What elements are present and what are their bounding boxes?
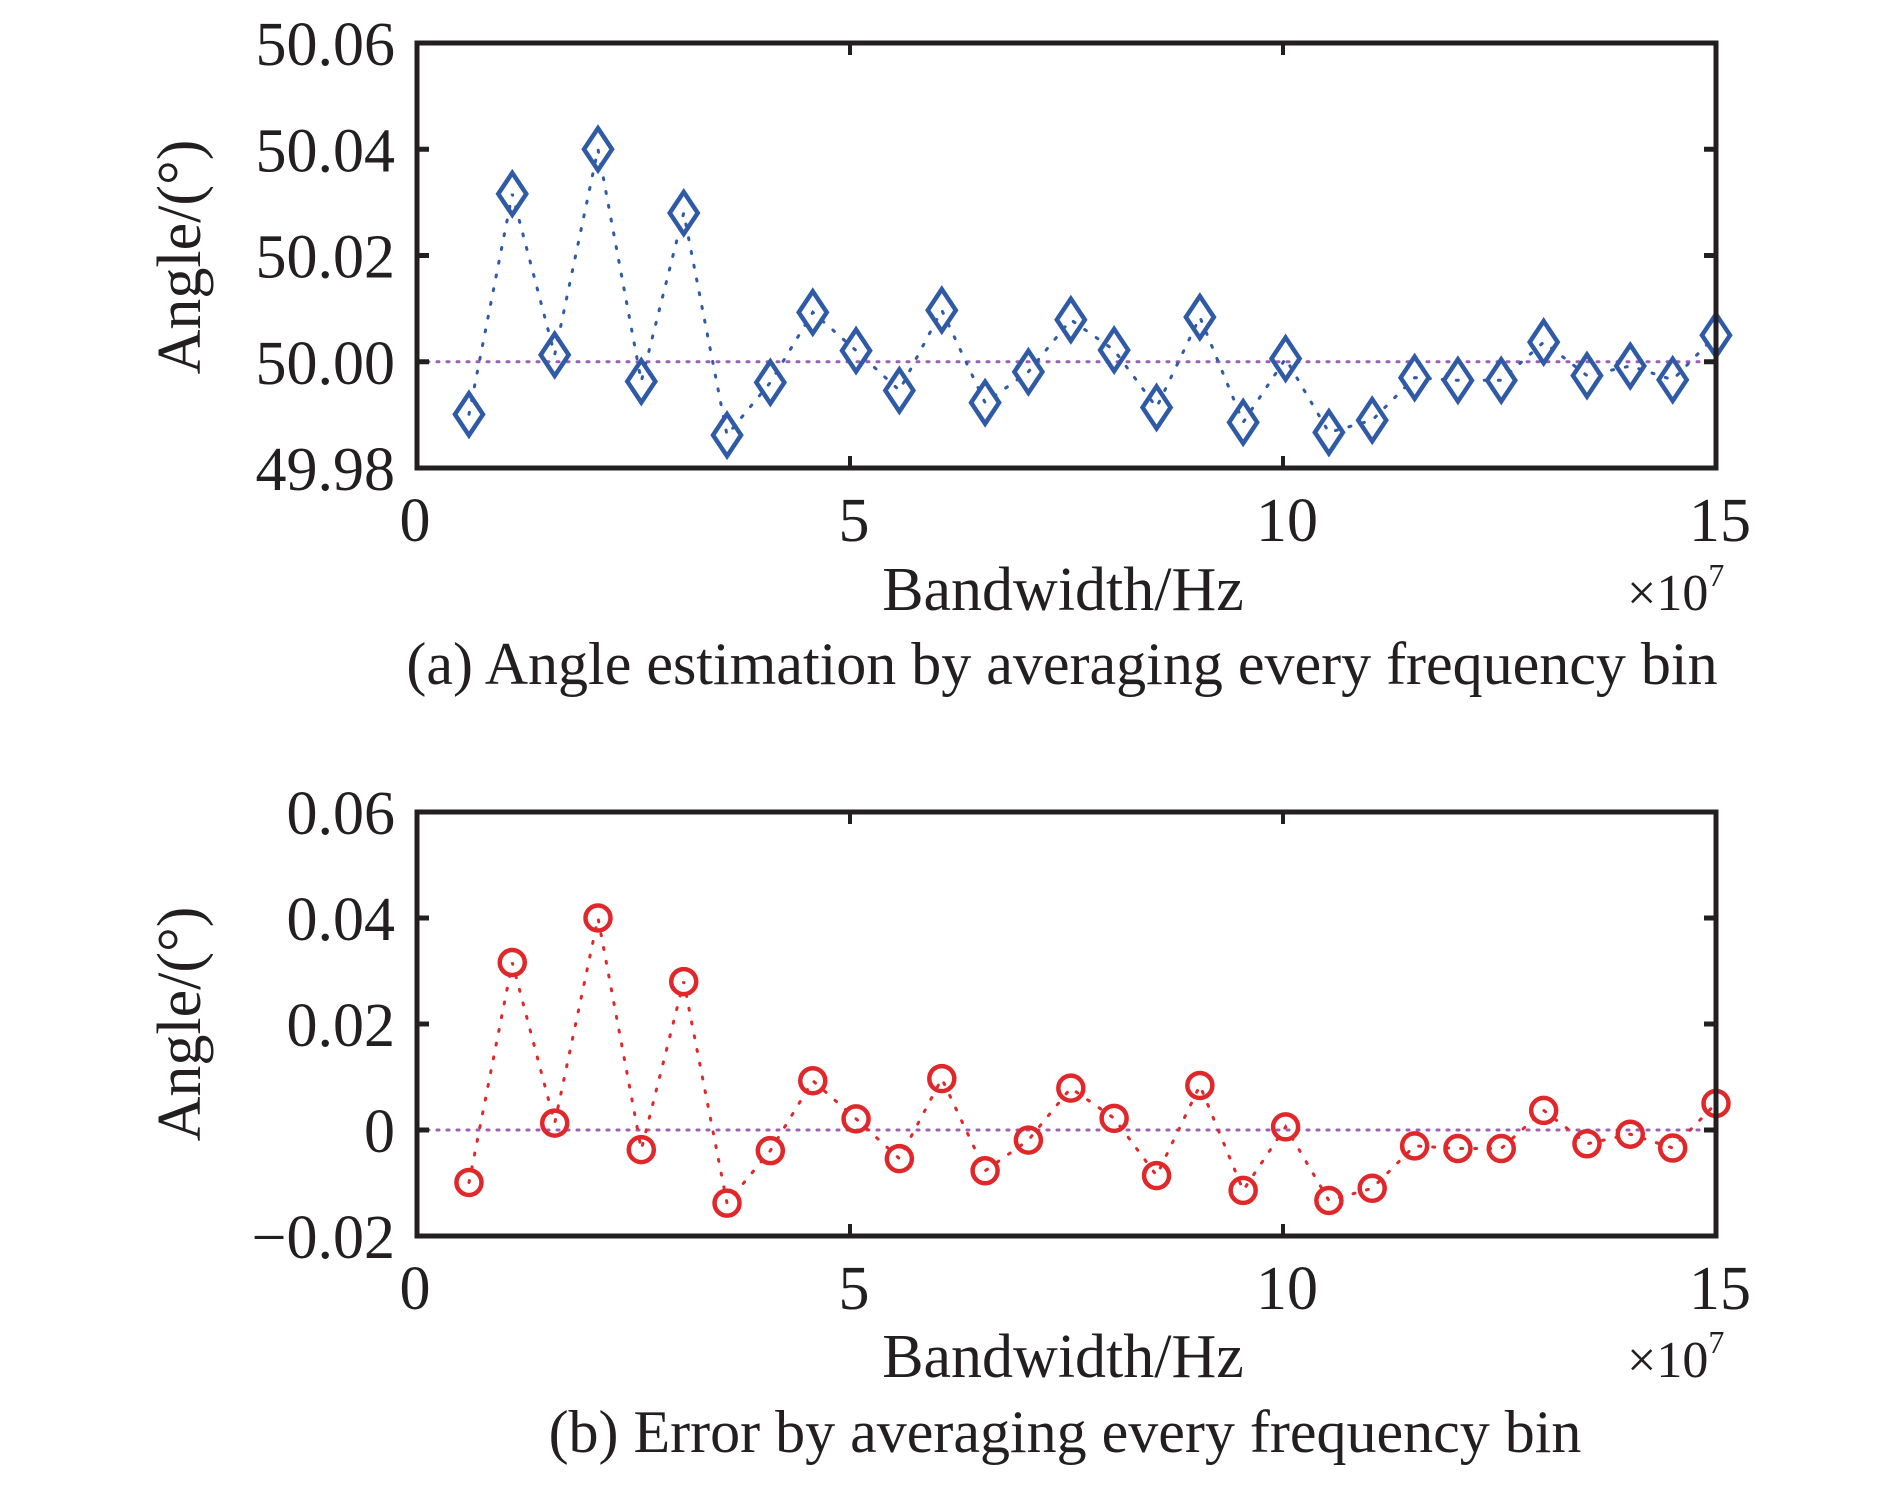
y-axis-label: Angle/(°)	[146, 907, 214, 1142]
data-point-circle	[497, 947, 528, 978]
data-point-diamond	[581, 124, 615, 175]
data-point-circle	[1141, 1160, 1172, 1191]
data-point-diamond	[1655, 354, 1690, 405]
data-point-diamond	[452, 389, 486, 440]
chart-caption: (a) Angle estimation by averaging every …	[406, 631, 1717, 697]
data-point-diamond	[495, 168, 529, 219]
y-tick-label: 0.02	[287, 992, 396, 1060]
y-axis-label: Angle/(°)	[146, 140, 214, 375]
data-point-diamond	[1613, 340, 1647, 392]
x-axis-multiplier-base: ×10	[1627, 565, 1708, 622]
data-point-circle	[1486, 1133, 1516, 1164]
data-point-circle	[668, 966, 699, 997]
data-point-circle	[1528, 1095, 1559, 1126]
plot-frame	[414, 809, 1719, 1239]
data-point-circle	[884, 1143, 915, 1174]
x-tick-label: 15	[1689, 1255, 1751, 1323]
y-tick-label: 50.02	[256, 224, 396, 292]
data-point-diamond	[839, 325, 873, 376]
data-point-diamond	[667, 187, 701, 239]
x-tick-label: 10	[1256, 487, 1318, 555]
x-axis-multiplier: ×107	[1627, 557, 1724, 622]
data-point-circle	[1615, 1119, 1646, 1149]
data-point-circle	[841, 1104, 871, 1134]
x-tick-label: 10	[1256, 1255, 1318, 1323]
data-point-diamond	[968, 377, 1002, 428]
data-point-diamond	[710, 410, 744, 461]
data-point-circle	[1185, 1070, 1215, 1101]
data-point-diamond	[1054, 294, 1088, 345]
series-line	[467, 148, 1718, 439]
data-point-diamond	[1570, 350, 1604, 401]
data-point-diamond	[1097, 325, 1131, 376]
x-tick-label: 0	[400, 1255, 431, 1323]
y-tick-label: 50.06	[256, 11, 396, 79]
data-point-circle	[970, 1156, 1000, 1186]
data-point-circle	[1013, 1125, 1044, 1155]
data-point-circle	[1270, 1112, 1301, 1142]
y-tick-label: 0	[364, 1098, 395, 1166]
data-point-circle	[454, 1167, 484, 1198]
data-point-circle	[1572, 1129, 1602, 1159]
x-axis-label: Bandwidth/Hz	[882, 1323, 1244, 1391]
data-point-diamond	[1397, 352, 1432, 403]
y-tick-label: 49.98	[256, 436, 396, 504]
y-tick-label: −0.02	[252, 1204, 395, 1272]
data-point-circle	[755, 1135, 786, 1166]
data-point-diamond	[1484, 355, 1518, 406]
data-point-circle	[583, 903, 613, 933]
chart-caption: (b) Error by averaging every frequency b…	[549, 1399, 1582, 1465]
data-point-diamond	[1226, 397, 1260, 448]
data-point-circle	[1228, 1175, 1258, 1206]
x-tick-label: 5	[839, 487, 870, 555]
plot-frame	[414, 40, 1719, 471]
data-point-diamond	[1183, 292, 1217, 343]
x-axis-multiplier-exponent: 7	[1708, 1324, 1724, 1360]
data-point-circle	[626, 1134, 657, 1165]
data-point-diamond	[1139, 382, 1174, 433]
data-point-diamond	[1312, 407, 1346, 458]
data-point-circle	[1056, 1073, 1086, 1103]
data-point-circle	[539, 1108, 570, 1138]
chart-panel-a: Angle/(°) Bandwidth/Hz ×107 (a) Angle es…	[146, 11, 1751, 697]
data-point-circle	[798, 1065, 828, 1096]
data-point-circle	[1399, 1131, 1430, 1161]
data-point-diamond	[925, 285, 959, 336]
data-point-circle	[1314, 1185, 1344, 1216]
y-tick-label: 0.06	[287, 780, 396, 848]
x-tick-label: 15	[1689, 487, 1751, 555]
data-point-diamond	[1355, 395, 1389, 446]
data-point-diamond	[882, 365, 917, 416]
data-point-circle	[927, 1063, 957, 1094]
x-axis-multiplier: ×107	[1627, 1324, 1724, 1389]
x-tick-label: 0	[400, 487, 431, 555]
data-point-circle	[712, 1188, 742, 1218]
data-point-diamond	[1526, 317, 1561, 368]
data-point-circle	[1357, 1173, 1387, 1204]
data-point-circle	[1657, 1133, 1688, 1163]
y-tick-label: 0.04	[287, 886, 396, 954]
x-axis-multiplier-exponent: 7	[1708, 557, 1724, 593]
series-line	[467, 917, 1718, 1207]
x-tick-label: 5	[839, 1255, 870, 1323]
data-point-diamond	[1011, 346, 1046, 397]
data-point-diamond	[537, 329, 572, 380]
data-point-circle	[1099, 1103, 1129, 1134]
x-axis-label: Bandwidth/Hz	[882, 556, 1244, 624]
data-point-diamond	[796, 287, 830, 338]
x-axis-multiplier-base: ×10	[1627, 1332, 1708, 1389]
chart-panel-b: Angle/(°) Bandwidth/Hz ×107 (b) Error by…	[146, 780, 1751, 1465]
data-point-diamond	[624, 356, 658, 407]
data-point-diamond	[1441, 355, 1475, 406]
data-point-diamond	[1268, 333, 1303, 384]
data-point-circle	[1443, 1133, 1473, 1164]
y-tick-label: 50.04	[256, 117, 396, 185]
y-tick-label: 50.00	[256, 330, 396, 398]
data-point-diamond	[753, 357, 788, 408]
